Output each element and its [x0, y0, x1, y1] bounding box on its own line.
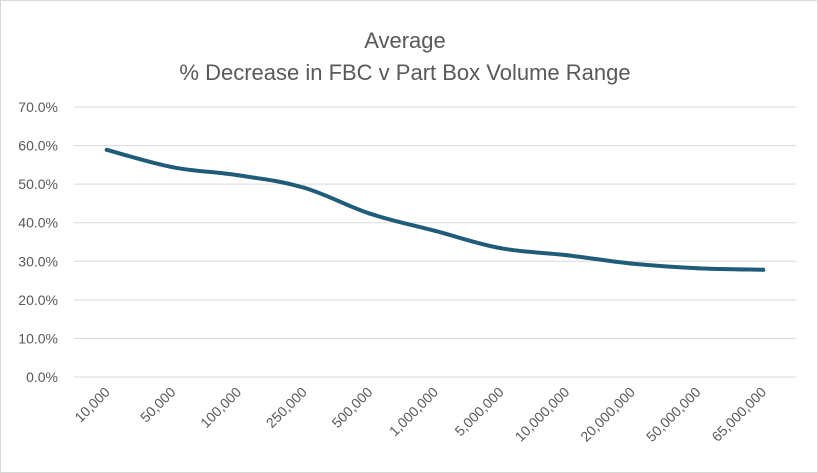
x-tick-label: 65,000,000: [708, 384, 769, 445]
x-tick-label: 1,000,000: [386, 384, 442, 440]
y-tick-label: 60.0%: [18, 138, 58, 154]
series-line-0: [104, 147, 766, 272]
chart-title-line-1: Average: [364, 28, 446, 53]
data-point: [498, 246, 503, 251]
data-point: [301, 185, 306, 190]
series-group: [104, 147, 766, 272]
x-axis-tick-labels: 10,000 50,000 100,000 250,000 500,000 1,000,0…: [71, 384, 769, 445]
x-tick-label: 10,000,000: [512, 384, 573, 445]
y-tick-label: 20.0%: [18, 292, 58, 308]
chart-title-line-2: % Decrease in FBC v Part Box Volume Rang…: [179, 60, 630, 85]
gridlines: [74, 106, 796, 378]
data-point: [433, 228, 437, 233]
y-tick-label: 70.0%: [18, 99, 58, 115]
x-tick-label: 100,000: [197, 384, 244, 431]
x-tick-label: 5,000,000: [451, 384, 507, 440]
x-tick-label: 50,000: [137, 384, 179, 426]
x-tick-label: 10,000: [71, 384, 113, 426]
y-tick-label: 0.0%: [26, 369, 58, 385]
data-point: [170, 165, 175, 170]
data-point: [367, 211, 372, 216]
chart-title: Average % Decrease in FBC v Part Box Vol…: [179, 28, 630, 85]
data-point: [236, 173, 241, 178]
x-tick-label: 20,000,000: [577, 384, 638, 445]
y-tick-label: 30.0%: [18, 253, 58, 269]
x-tick-label: 500,000: [328, 384, 375, 431]
data-point: [104, 147, 109, 152]
y-tick-label: 10.0%: [18, 330, 58, 346]
data-point: [695, 266, 700, 271]
data-point: [629, 261, 634, 266]
data-point: [761, 267, 766, 272]
x-tick-label: 250,000: [263, 384, 310, 431]
y-tick-label: 50.0%: [18, 176, 58, 192]
y-tick-label: 40.0%: [18, 215, 58, 231]
data-point: [564, 253, 569, 258]
x-tick-label: 50,000,000: [643, 384, 704, 445]
y-axis-tick-labels: 0.0% 10.0% 20.0% 30.0% 40.0% 50.0% 60.0% 70.0%: [18, 99, 58, 385]
